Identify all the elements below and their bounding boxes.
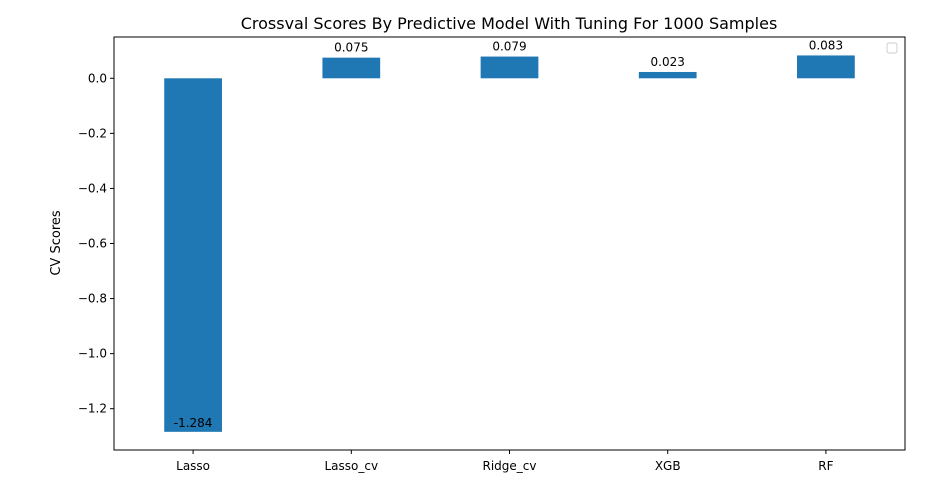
y-tick-label: −0.6 <box>78 237 107 251</box>
chart-title: Crossval Scores By Predictive Model With… <box>241 14 778 33</box>
bar-rf <box>797 55 855 79</box>
data-label-rf: 0.083 <box>809 38 843 52</box>
legend-box <box>886 42 898 54</box>
data-label-lasso: -1.284 <box>174 416 213 430</box>
x-tick-label: XGB <box>655 459 681 473</box>
legend <box>886 42 898 54</box>
axes-frame <box>113 36 906 451</box>
x-tick-label: Ridge_cv <box>483 459 537 473</box>
bar-ridge-cv <box>480 56 539 79</box>
data-label-lasso-cv: 0.075 <box>334 41 368 55</box>
y-tick-label: −0.8 <box>78 292 107 306</box>
bar-xgb <box>638 71 697 79</box>
y-axis: 0.0 −0.2 −0.4 −0.6 −0.8 −1.0 −1.2 <box>78 71 114 416</box>
y-tick-label: 0.0 <box>88 71 107 85</box>
bar-lasso <box>164 78 222 432</box>
y-tick-label: −1.0 <box>78 347 107 361</box>
x-tick-label: RF <box>818 459 833 473</box>
x-tick-label: Lasso_cv <box>325 459 379 473</box>
data-label-xgb: 0.023 <box>651 55 685 69</box>
data-label-ridge-cv: 0.079 <box>492 40 526 54</box>
y-tick-label: −1.2 <box>78 402 107 416</box>
x-axis: Lasso Lasso_cv Ridge_cv XGB RF <box>176 450 834 473</box>
y-tick-label: −0.4 <box>78 181 107 195</box>
bar-lasso-cv <box>322 57 381 79</box>
x-tick-label: Lasso <box>176 459 210 473</box>
y-tick-label: −0.2 <box>78 126 107 140</box>
plot-area: -1.284 0.075 0.079 0.023 0.083 <box>164 38 855 432</box>
y-axis-label: CV Scores <box>49 210 64 276</box>
